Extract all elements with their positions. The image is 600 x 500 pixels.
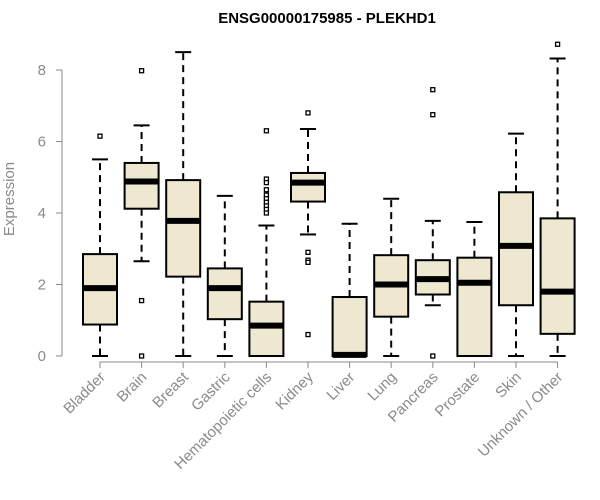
boxes-group <box>82 41 576 359</box>
y-tick-label: 8 <box>38 62 46 79</box>
box-kidney <box>290 110 326 338</box>
outlier-point <box>263 187 270 193</box>
box-hematopoietic-cells <box>248 128 285 358</box>
x-tick-label: Bladder <box>60 369 109 418</box>
x-tick-label: Brain <box>114 369 151 406</box>
outlier-point <box>138 297 145 304</box>
x-tick-label: Liver <box>323 369 358 404</box>
y-tick-label: 0 <box>38 348 46 365</box>
outlier-point <box>305 110 311 116</box>
x-tick-label: Kidney <box>272 368 317 413</box>
outlier-point <box>97 133 103 139</box>
outlier-point <box>305 331 311 338</box>
x-tick-label: Skin <box>492 369 525 402</box>
outlier-point <box>138 68 145 74</box>
chart-title: ENSG00000175985 - PLEKHD1 <box>218 10 436 27</box>
box-lung <box>373 197 410 357</box>
box-liver <box>331 222 368 358</box>
x-tick-label: Prostate <box>432 369 484 421</box>
outlier-point <box>263 128 270 134</box>
iqr-box <box>456 256 493 357</box>
iqr-box <box>248 300 285 358</box>
box-gastric <box>206 194 243 357</box>
axes: 0 2 4 6 8 <box>38 62 559 368</box>
outlier-point <box>430 112 436 118</box>
y-tick-label: 4 <box>38 205 46 222</box>
outlier-point <box>263 179 270 186</box>
iqr-box <box>290 171 326 203</box>
outlier-point <box>263 210 270 216</box>
box-brain <box>123 68 160 359</box>
iqr-box <box>123 161 160 210</box>
box-pancreas <box>414 87 451 359</box>
box-unknown-other <box>539 41 576 357</box>
x-tick-label: Breast <box>149 368 192 411</box>
box-skin <box>498 132 534 357</box>
outlier-point <box>138 353 145 359</box>
outlier-point <box>305 259 311 265</box>
iqr-box <box>539 217 576 335</box>
box-prostate <box>456 220 493 357</box>
y-axis-label: Expression <box>1 162 18 236</box>
outlier-point <box>305 249 311 255</box>
x-tick-label: Lung <box>364 369 400 405</box>
box-bladder <box>82 133 118 357</box>
y-tick-label: 6 <box>38 134 46 151</box>
y-tick-label: 2 <box>38 277 46 294</box>
box-breast <box>165 51 202 357</box>
iqr-box <box>331 296 368 358</box>
iqr-box <box>165 179 202 278</box>
outlier-point <box>430 353 436 359</box>
outlier-point <box>554 41 561 47</box>
outlier-point <box>430 87 436 93</box>
iqr-box <box>206 267 243 321</box>
